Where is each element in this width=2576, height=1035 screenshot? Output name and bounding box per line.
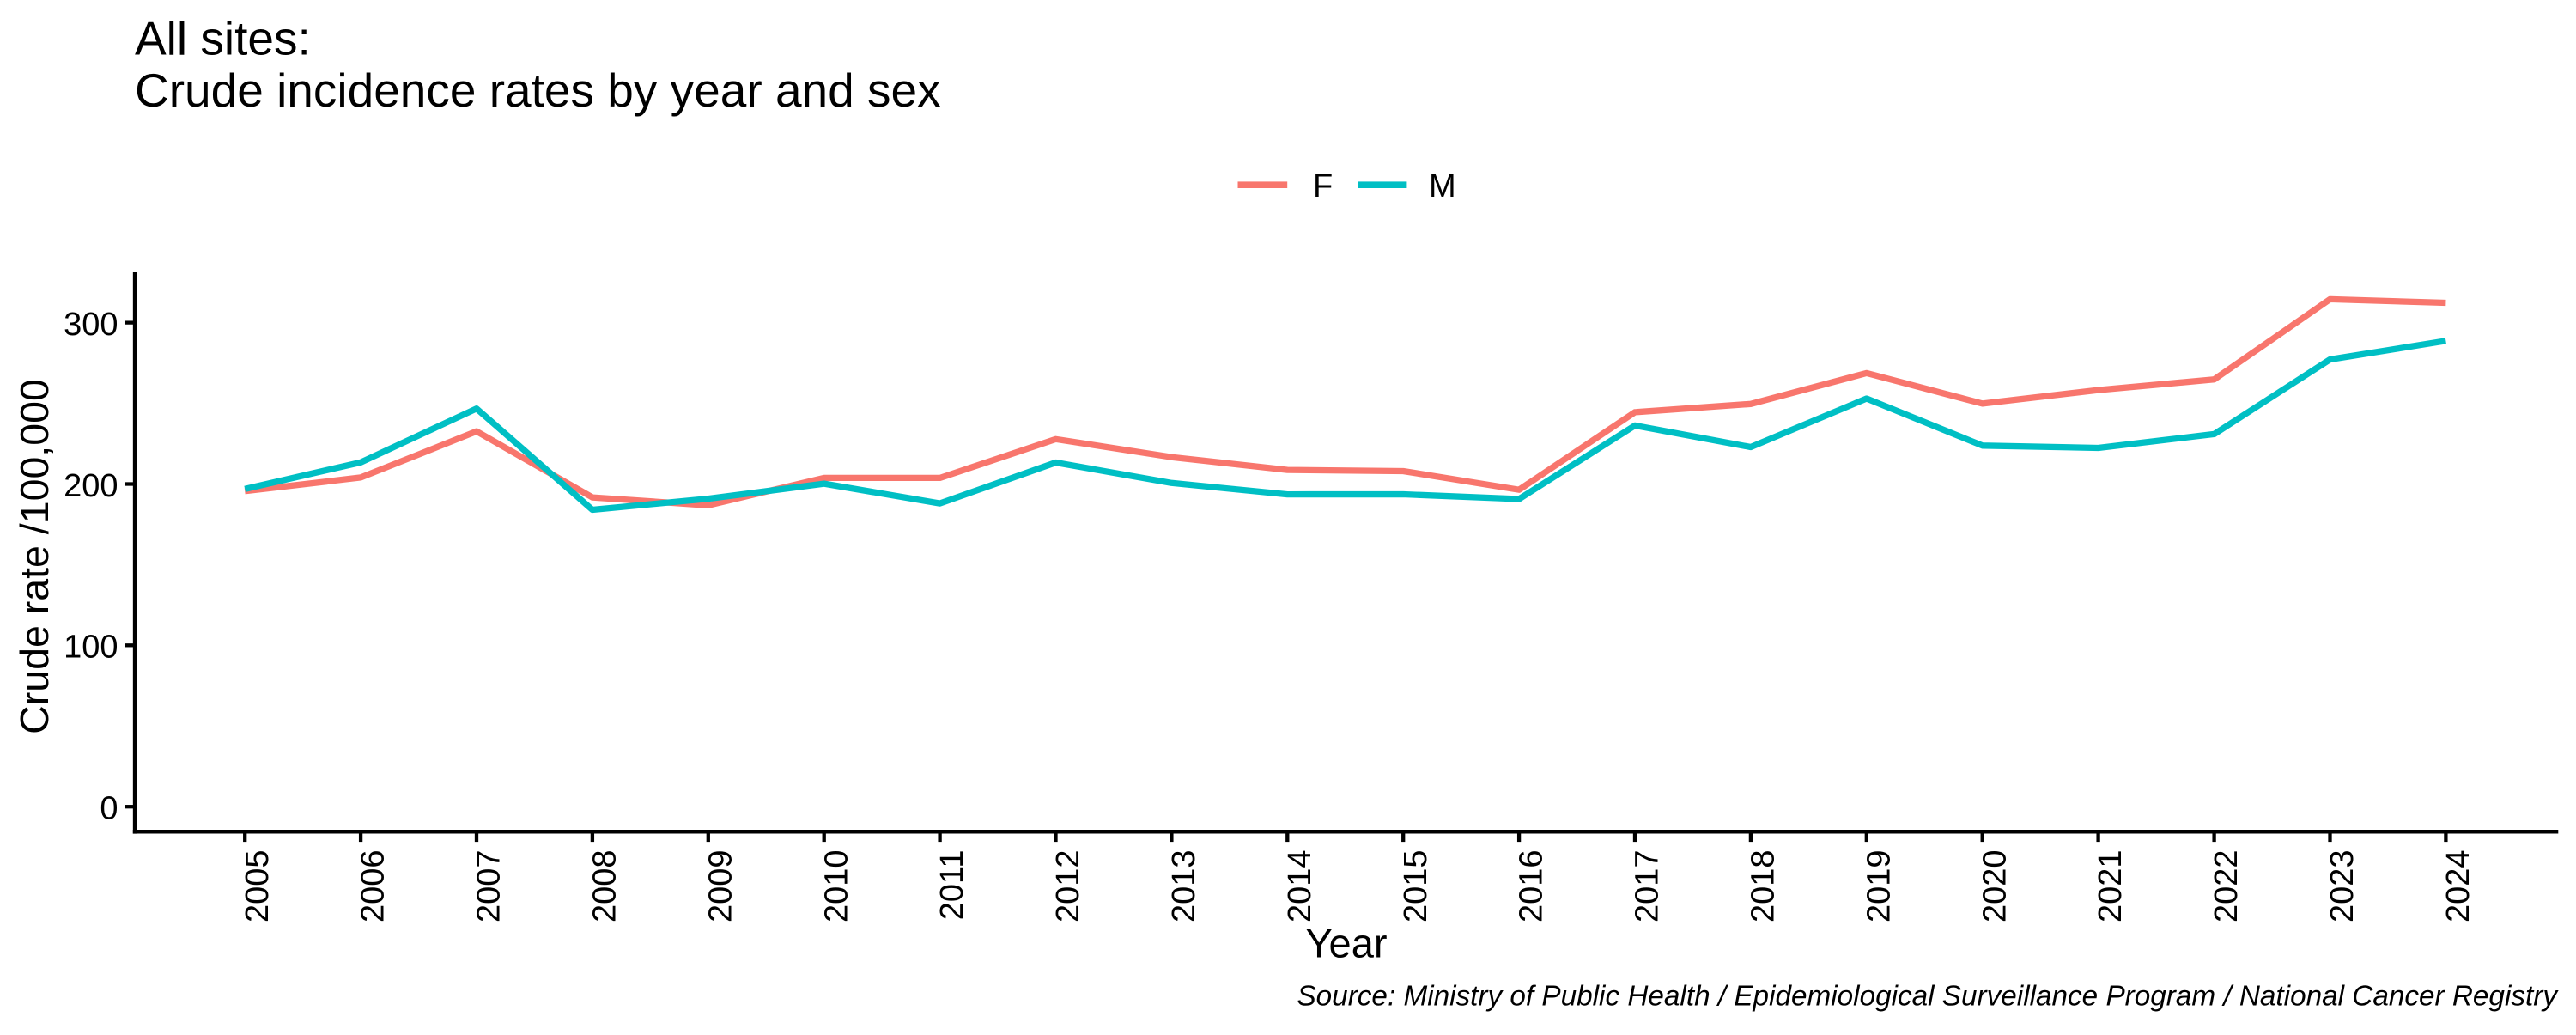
svg-text:2018: 2018 bbox=[1746, 850, 1782, 923]
svg-text:2009: 2009 bbox=[702, 850, 738, 923]
svg-text:2020: 2020 bbox=[1977, 850, 2013, 923]
svg-text:Year: Year bbox=[1306, 921, 1388, 966]
svg-text:200: 200 bbox=[64, 468, 118, 504]
svg-text:2010: 2010 bbox=[818, 850, 854, 923]
svg-text:2005: 2005 bbox=[240, 850, 276, 923]
svg-text:2011: 2011 bbox=[934, 850, 970, 921]
svg-text:0: 0 bbox=[100, 791, 118, 827]
svg-text:2013: 2013 bbox=[1166, 850, 1202, 923]
svg-text:2016: 2016 bbox=[1514, 850, 1550, 923]
svg-text:Source: Ministry of Public Hea: Source: Ministry of Public Health / Epid… bbox=[1297, 981, 2559, 1013]
svg-text:2007: 2007 bbox=[471, 850, 507, 923]
svg-text:All sites:: All sites: bbox=[135, 12, 311, 65]
svg-text:Crude incidence rates by year: Crude incidence rates by year and sex bbox=[135, 64, 941, 117]
svg-text:2019: 2019 bbox=[1861, 850, 1897, 923]
svg-text:Crude rate /100,000: Crude rate /100,000 bbox=[12, 379, 57, 734]
svg-text:2012: 2012 bbox=[1050, 850, 1086, 923]
svg-text:2015: 2015 bbox=[1398, 850, 1434, 923]
svg-text:2014: 2014 bbox=[1282, 850, 1318, 923]
svg-text:300: 300 bbox=[64, 307, 118, 343]
svg-text:2017: 2017 bbox=[1630, 850, 1666, 923]
svg-text:2022: 2022 bbox=[2208, 850, 2245, 923]
svg-text:2023: 2023 bbox=[2324, 850, 2360, 923]
svg-text:M: M bbox=[1429, 168, 1456, 204]
svg-text:2008: 2008 bbox=[587, 850, 623, 923]
svg-text:2024: 2024 bbox=[2440, 850, 2476, 923]
svg-text:100: 100 bbox=[64, 630, 118, 666]
svg-text:2006: 2006 bbox=[355, 850, 392, 923]
svg-text:2021: 2021 bbox=[2093, 850, 2129, 923]
svg-text:F: F bbox=[1313, 168, 1333, 204]
